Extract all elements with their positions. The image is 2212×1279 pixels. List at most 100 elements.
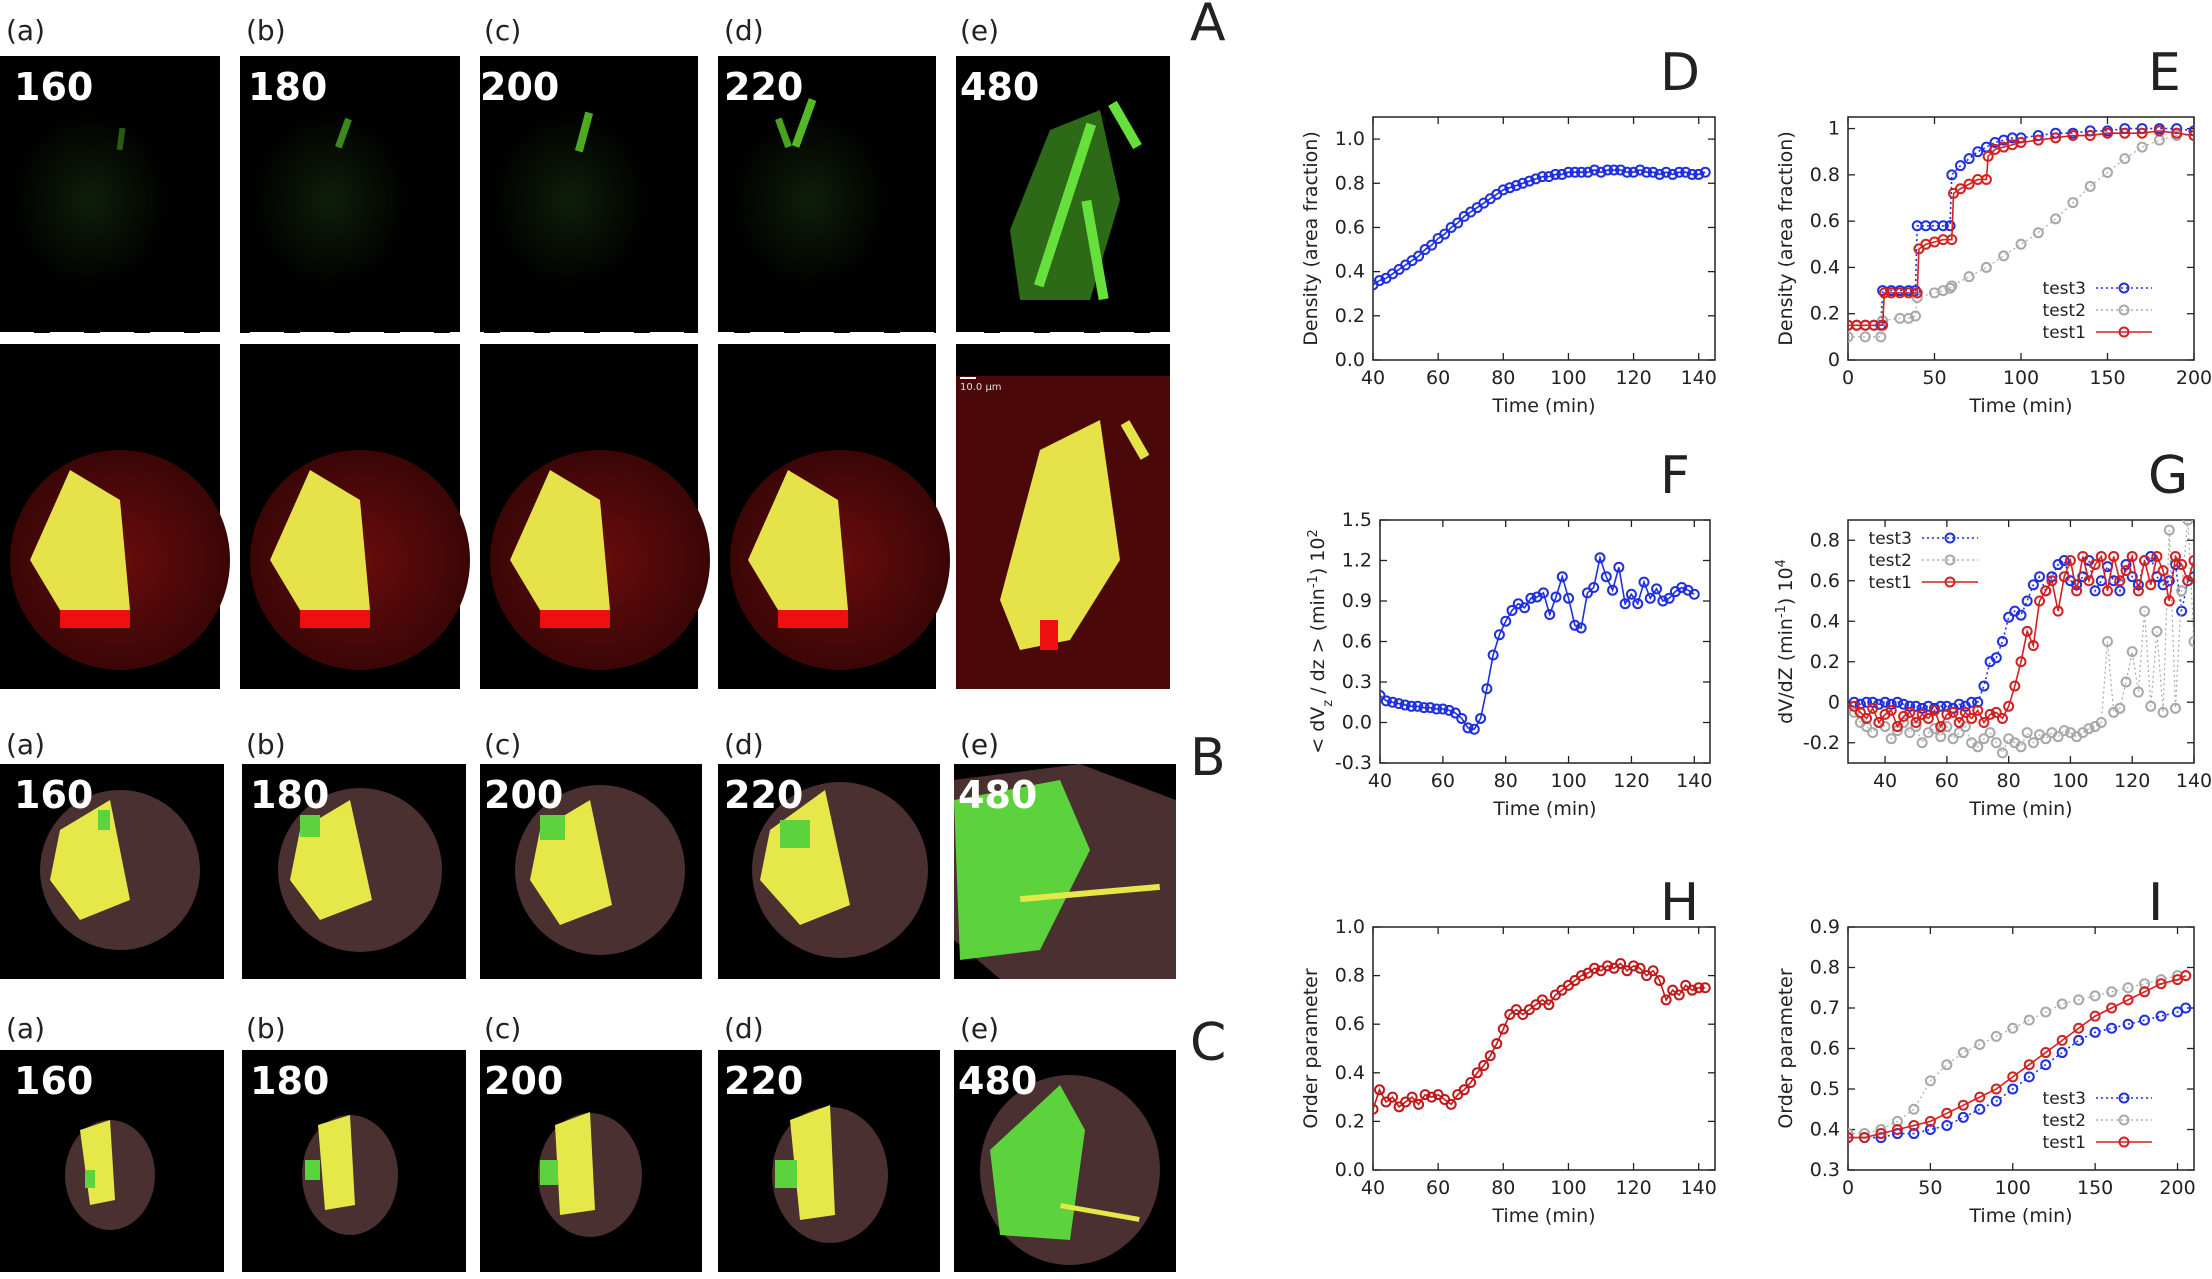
data-point: [2040, 585, 2052, 597]
y-tick-label: 0.0: [1335, 1159, 1365, 1181]
data-point: [1641, 166, 1653, 178]
plot-frame: [1372, 116, 1716, 361]
y-tick-label: 0: [1828, 349, 1840, 371]
legend-marker-test3: [2118, 1092, 2130, 1104]
series-group: [1848, 520, 2194, 759]
legend-label-test2: test2: [1869, 551, 1912, 571]
data-point: [1680, 166, 1692, 178]
y-tick-label: 0.6: [1810, 210, 1840, 232]
legend-label-test1: test1: [1869, 573, 1912, 593]
data-point: [2007, 1071, 2019, 1083]
y-tick-label: 1.0: [1335, 128, 1365, 150]
data-point: [1909, 310, 1921, 322]
data-point: [2073, 994, 2085, 1006]
legend-marker-test2: [1944, 554, 1956, 566]
data-point: [1946, 234, 1958, 246]
data-point: [2015, 136, 2027, 148]
b-sublabel-c: (c): [484, 728, 521, 761]
data-point: [1615, 164, 1627, 176]
data-point: [1468, 723, 1480, 735]
data-point: [1693, 982, 1705, 994]
data-point: [1628, 960, 1640, 972]
data-point: [1374, 274, 1386, 286]
data-point: [1613, 561, 1625, 573]
data-point: [1848, 1128, 1854, 1140]
b-sublabel-e: (e): [960, 728, 999, 761]
data-point: [2108, 550, 2120, 562]
data-point: [1941, 708, 1953, 720]
data-point: [1667, 168, 1679, 180]
data-point: [2073, 1034, 2085, 1046]
legend-marker-test2: [2118, 1114, 2130, 1126]
b-sublabel-b: (b): [246, 728, 286, 761]
series-line-test2: [1848, 134, 2194, 338]
data-point: [1634, 164, 1646, 176]
data-point: [2089, 990, 2101, 1002]
time-label-b-b: 180: [250, 773, 329, 817]
data-point: [2056, 1047, 2068, 1059]
panel-label-b: B: [1190, 728, 1226, 788]
data-point: [2052, 731, 2064, 743]
x-axis-label: Time (min): [1968, 798, 2072, 820]
panel-label-a: A: [1190, 0, 1226, 53]
sim-frame-b-d: 220: [718, 764, 940, 979]
data-point: [2136, 127, 2148, 139]
data-point: [2040, 1006, 2052, 1018]
panel-a: A (a) (b) (c) (d) (e) 160: [0, 0, 1226, 689]
legend-label-test1: test1: [2043, 323, 2086, 343]
data-point: [2102, 585, 2113, 597]
data-point: [1399, 699, 1411, 711]
series-line-test3: [1853, 555, 2194, 710]
y-axis-label-part: / dz > (min: [1307, 588, 1329, 700]
data-point: [2145, 700, 2157, 712]
data-point: [1412, 700, 1424, 712]
data-point: [1688, 588, 1700, 600]
data-point: [1693, 168, 1705, 180]
plot-frame: [1847, 926, 2195, 1171]
data-point: [1647, 965, 1659, 977]
data-point: [2171, 127, 2183, 139]
data-point: [1602, 164, 1614, 176]
x-tick-label: 0: [1842, 1177, 1854, 1199]
y-tick-label: 0.2: [1810, 303, 1840, 325]
data-point: [1929, 704, 1940, 716]
x-tick-label: 40: [1873, 770, 1897, 792]
data-point: [2056, 1034, 2068, 1046]
data-point: [2176, 559, 2188, 571]
data-point: [1911, 287, 1923, 299]
series-line-test1: [1848, 974, 2187, 1139]
y-axis-label: Density (area fraction): [1300, 131, 1322, 346]
data-point: [2050, 132, 2062, 144]
x-axis-label: Time (min): [1968, 395, 2072, 417]
chart-g: G 40 60 80 100 120 140 -0.2 0 0.2 0.4 0.6 0.8 Time (m…: [1774, 446, 2212, 820]
data-point: [1517, 177, 1529, 189]
data-point: [1963, 153, 1975, 165]
data-point: [1575, 970, 1587, 982]
data-point: [1525, 592, 1537, 604]
data-point: [1898, 698, 1910, 710]
x-tick-label: 140: [1681, 367, 1717, 389]
data-point: [2151, 550, 2163, 562]
data-point: [1575, 622, 1587, 634]
data-point: [2188, 555, 2194, 566]
x-axis-label: Time (min): [1491, 1205, 1595, 1227]
y-axis-label-part: dV/dZ (min: [1775, 618, 1797, 724]
data-point: [1910, 717, 1922, 728]
data-point: [2058, 571, 2070, 583]
time-label-b-d: 220: [724, 773, 803, 817]
sim-frame-c-d: 220: [718, 1050, 940, 1272]
data-point: [1699, 982, 1711, 994]
data-point: [1937, 285, 1949, 297]
data-point: [1607, 584, 1619, 596]
data-point: [2083, 575, 2095, 587]
data-point: [2089, 585, 2101, 597]
data-point: [2119, 153, 2131, 165]
y-tick-label: 1.2: [1342, 550, 1372, 572]
data-point: [1563, 592, 1575, 604]
data-point: [2027, 737, 2039, 749]
data-point: [2132, 585, 2144, 597]
x-tick-label: 0: [1842, 367, 1854, 389]
time-label-a-b: 180: [248, 65, 327, 109]
data-point: [2067, 197, 2079, 209]
data-point: [1990, 737, 2002, 749]
